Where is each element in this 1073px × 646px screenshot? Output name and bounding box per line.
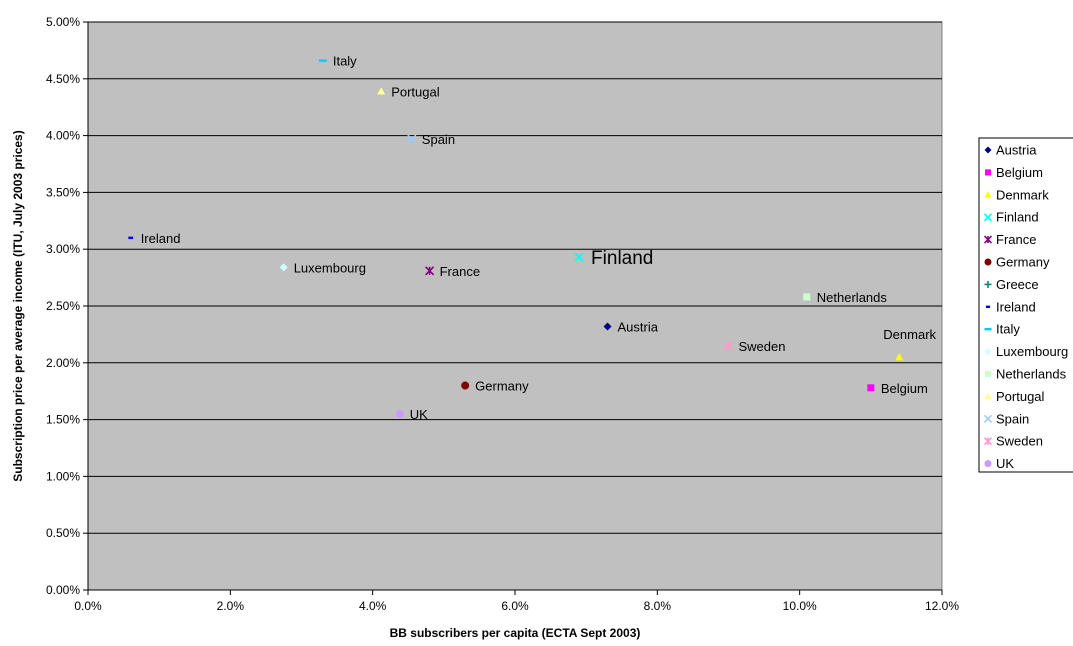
data-point-france (425, 266, 435, 276)
data-label-portugal: Portugal (391, 84, 440, 99)
data-label-austria: Austria (618, 319, 659, 334)
data-point-netherlands (803, 293, 811, 301)
data-point-finland (574, 252, 584, 262)
legend-label-germany: Germany (996, 255, 1050, 270)
legend-marker-austria (984, 146, 992, 154)
data-label-germany: Germany (475, 379, 529, 394)
y-tick-label: 4.50% (46, 72, 80, 86)
axes (83, 21, 943, 595)
y-tick-label: 2.00% (46, 356, 80, 370)
data-point-germany (461, 381, 470, 390)
data-point-denmark (895, 353, 904, 361)
legend-label-finland: Finland (996, 210, 1039, 225)
y-tick-label: 1.50% (46, 413, 80, 427)
y-tick-label: 3.00% (46, 242, 80, 256)
data-point-spain (407, 134, 417, 144)
legend-marker-ireland (985, 305, 991, 308)
data-label-ireland: Ireland (141, 231, 181, 246)
legend-marker-denmark (984, 191, 992, 198)
legend-label-spain: Spain (996, 411, 1029, 426)
legend-label-denmark: Denmark (996, 187, 1049, 202)
data-label-uk: UK (410, 407, 428, 422)
y-tick-label: 0.00% (46, 583, 80, 597)
data-point-portugal (377, 87, 386, 95)
legend-label-portugal: Portugal (996, 389, 1045, 404)
x-tick-label: 12.0% (925, 599, 959, 613)
legend-marker-italy (984, 328, 992, 331)
y-tick-label: 3.50% (46, 185, 80, 199)
legend-label-belgium: Belgium (996, 165, 1043, 180)
data-label-belgium: Belgium (881, 381, 928, 396)
data-label-finland: Finland (591, 248, 653, 269)
data-point-uk (395, 409, 404, 418)
x-tick-label: 6.0% (501, 599, 529, 613)
data-label-italy: Italy (333, 54, 357, 69)
legend-marker-belgium (985, 169, 991, 176)
legend-marker-finland (983, 213, 993, 222)
legend-marker-greece (984, 280, 992, 288)
y-tick-labels: 0.00% 0.50% 1.00% 1.50% 2.00% 2.50% 3.00% 3.50%… (46, 15, 80, 597)
legend-label-netherlands: Netherlands (996, 367, 1067, 382)
x-tick-label: 8.0% (644, 599, 672, 613)
x-tick-labels: 0.0% 2.0% 4.0% 6.0% 8.0% 10.0% 12.0% (74, 599, 959, 613)
legend-marker-spain (983, 414, 993, 423)
data-label-sweden: Sweden (739, 339, 786, 354)
legend-label-sweden: Sweden (996, 434, 1043, 449)
data-label-denmark: Denmark (883, 327, 936, 342)
y-tick-label: 5.00% (46, 15, 80, 29)
x-tick-label: 0.0% (74, 599, 102, 613)
data-label-spain: Spain (422, 132, 455, 147)
data-label-france: France (440, 264, 480, 279)
legend-marker-france (983, 235, 993, 244)
x-axis-title: BB subscribers per capita (ECTA Sept 200… (390, 626, 641, 640)
legend-label-italy: Italy (996, 322, 1020, 337)
legend-label-france: France (996, 232, 1036, 247)
data-point-belgium (867, 384, 875, 392)
y-tick-label: 2.50% (46, 299, 80, 313)
legend: Austria Belgium Denmark Finland France German… (978, 137, 1073, 473)
legend-marker-germany (984, 258, 992, 266)
legend-label-luxembourg: Luxembourg (996, 344, 1068, 359)
data-label-netherlands: Netherlands (817, 290, 888, 305)
data-point-luxembourg (279, 263, 288, 272)
data-points (128, 59, 904, 418)
y-tick-label: 0.50% (46, 526, 80, 540)
data-labels: Austria Belgium Denmark Finland France German… (141, 54, 937, 422)
data-point-ireland (128, 236, 134, 240)
data-point-italy (318, 59, 327, 62)
legend-label-austria: Austria (996, 143, 1037, 158)
gridlines (88, 21, 942, 534)
x-tick-label: 2.0% (217, 599, 245, 613)
y-axis-title: Subscription price per average income (I… (11, 130, 25, 481)
legend-marker-sweden (983, 437, 993, 446)
legend-marker-luxembourg (984, 348, 992, 356)
y-tick-label: 4.00% (46, 129, 80, 143)
x-tick-label: 10.0% (783, 599, 817, 613)
data-point-sweden (723, 341, 734, 351)
legend-box (978, 137, 1073, 473)
x-tick-label: 4.0% (359, 599, 387, 613)
legend-marker-portugal (984, 392, 992, 400)
legend-label-uk: UK (996, 456, 1014, 471)
legend-marker-uk (984, 460, 992, 468)
legend-label-greece: Greece (996, 277, 1039, 292)
y-tick-label: 1.00% (46, 469, 80, 483)
data-point-austria (603, 322, 612, 331)
legend-marker-netherlands (985, 371, 991, 377)
data-label-luxembourg: Luxembourg (294, 260, 366, 275)
legend-label-ireland: Ireland (996, 299, 1036, 314)
